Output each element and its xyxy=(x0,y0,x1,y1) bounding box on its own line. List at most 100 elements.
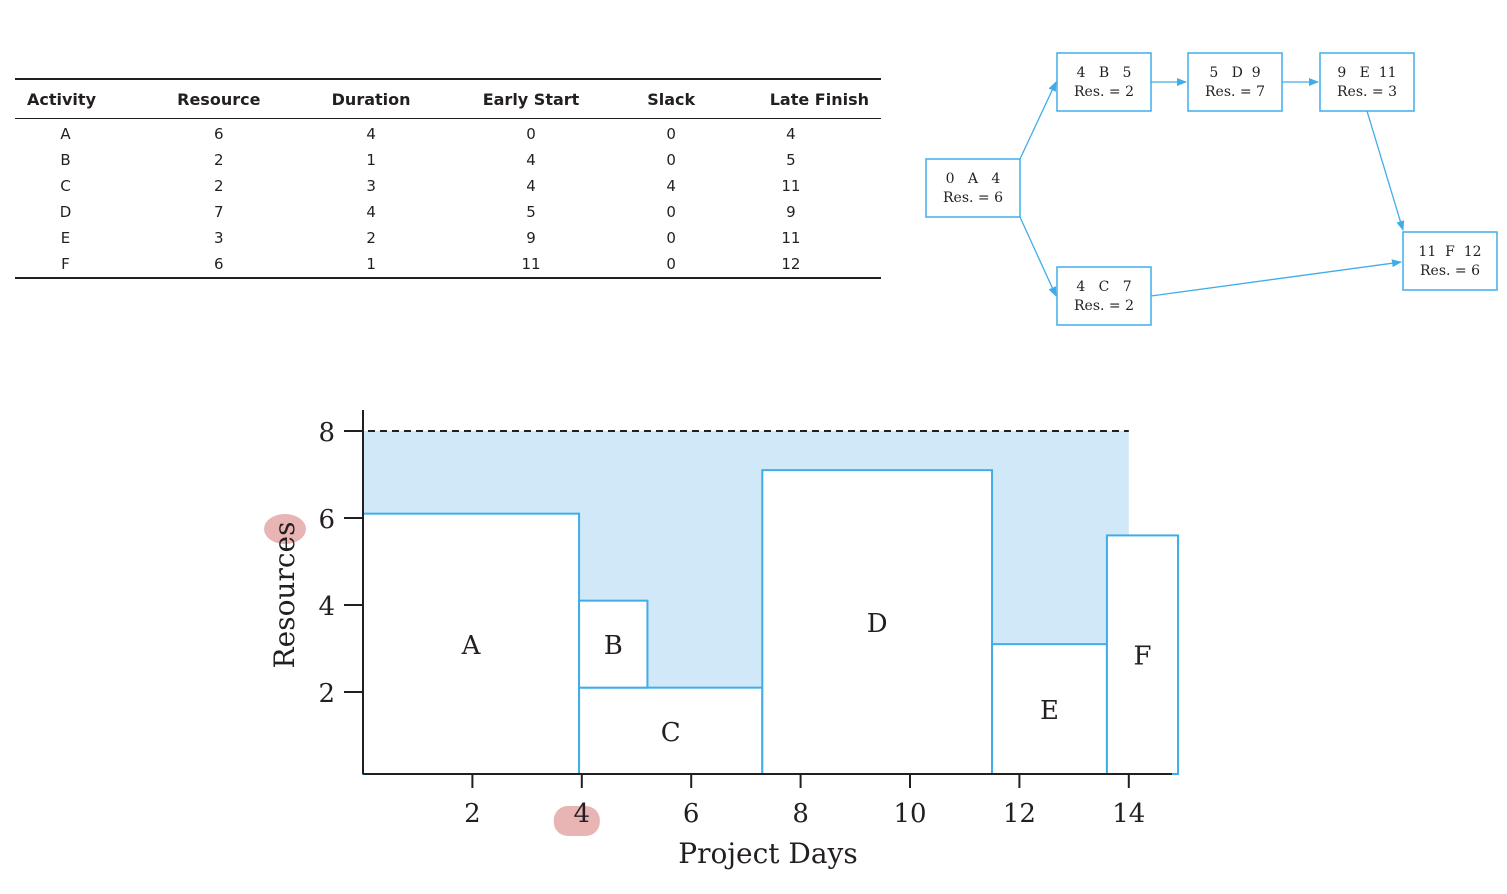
node-f: 11 F 12 Res. = 6 xyxy=(1402,231,1498,291)
y-ticks: 2 4 6 8 xyxy=(318,418,363,709)
cell-late-finish: 4 xyxy=(786,125,796,143)
cell-slack: 0 xyxy=(666,255,676,273)
node-box xyxy=(1056,266,1152,326)
block-rect xyxy=(1105,534,1180,776)
edge-a-to-c-arrow xyxy=(1019,216,1057,297)
node-e: 9 E 11 Res. = 3 xyxy=(1319,52,1415,112)
header-duration: Duration xyxy=(331,89,411,109)
x-tick-label: 2 xyxy=(464,799,481,829)
x-tick-label: 12 xyxy=(1003,799,1036,829)
node-box xyxy=(1056,52,1152,112)
node-resource-label: Res. = 2 xyxy=(1074,84,1134,100)
activity-block-d: D xyxy=(761,469,994,775)
block-rect xyxy=(991,643,1108,776)
node-box xyxy=(1402,231,1498,291)
cell-resource: 7 xyxy=(214,203,224,221)
cell-slack: 0 xyxy=(666,229,676,247)
block-label: F xyxy=(1133,642,1151,672)
block-rect xyxy=(761,469,994,775)
cell-early-start: 9 xyxy=(526,229,536,247)
cell-duration: 2 xyxy=(366,229,376,247)
cell-duration: 1 xyxy=(366,151,376,169)
cell-activity: B xyxy=(60,151,71,169)
header-slack: Slack xyxy=(647,89,696,109)
cell-late-finish: 11 xyxy=(781,177,801,195)
network-nodes: 0 A 4 Res. = 6 4 B 5 Res. = 2 4 C 7 Res. = 2 5… xyxy=(925,52,1498,326)
block-label: C xyxy=(661,718,681,748)
block-rect xyxy=(578,599,649,689)
cell-activity: D xyxy=(59,203,72,221)
node-times-label: 9 E 11 xyxy=(1337,65,1396,81)
highlight-marks xyxy=(264,514,600,836)
node-resource-label: Res. = 6 xyxy=(943,190,1003,206)
header-resource: Resource xyxy=(177,89,261,109)
cell-late-finish: 9 xyxy=(786,203,796,221)
cell-late-finish: 12 xyxy=(781,255,801,273)
cell-slack: 0 xyxy=(666,203,676,221)
node-times-label: 0 A 4 xyxy=(946,171,1001,187)
edge-c-to-f-arrow xyxy=(1150,259,1402,297)
x-tick-label: 6 xyxy=(683,799,700,829)
network-edges xyxy=(1019,78,1405,297)
node-a: 0 A 4 Res. = 6 xyxy=(925,158,1021,218)
activity-block-e: E xyxy=(991,643,1108,776)
chart-axes xyxy=(362,410,1172,775)
cell-slack: 0 xyxy=(666,125,676,143)
table-header: Activity Resource Duration Early Start S… xyxy=(15,79,881,119)
edge-e-to-f-arrow xyxy=(1366,110,1405,231)
cell-early-start: 4 xyxy=(526,177,536,195)
y-tick-label: 8 xyxy=(318,418,335,448)
activity-schedule-table: Activity Resource Duration Early Start S… xyxy=(15,78,881,279)
block-rect xyxy=(578,686,764,776)
node-box xyxy=(1319,52,1415,112)
cell-activity: F xyxy=(61,255,70,273)
activity-block-a: A xyxy=(362,512,581,776)
table-row: F 6 1 11 0 12 xyxy=(15,251,881,278)
x-axis-title: Project Days xyxy=(678,837,858,870)
node-times-label: 4 B 5 xyxy=(1077,65,1132,81)
cell-duration: 4 xyxy=(366,125,376,143)
cell-late-finish: 5 xyxy=(786,151,796,169)
y-tick-label: 4 xyxy=(318,592,335,622)
cell-activity: A xyxy=(60,125,71,143)
block-label: B xyxy=(604,631,623,661)
cell-resource: 6 xyxy=(214,125,224,143)
y-tick-highlight-mark xyxy=(264,514,306,544)
cell-slack: 4 xyxy=(666,177,676,195)
edge-a-to-b-arrow xyxy=(1019,81,1057,160)
block-label: A xyxy=(461,631,482,661)
cell-resource: 2 xyxy=(214,151,224,169)
cell-early-start: 0 xyxy=(526,125,536,143)
node-resource-label: Res. = 2 xyxy=(1074,298,1134,314)
node-times-label: 4 C 7 xyxy=(1076,279,1131,295)
table-row: D 7 4 5 0 9 xyxy=(15,199,881,225)
cell-early-start: 11 xyxy=(521,255,541,273)
block-label: D xyxy=(867,609,888,639)
node-resource-label: Res. = 3 xyxy=(1337,84,1397,100)
cell-late-finish: 11 xyxy=(781,229,801,247)
cell-early-start: 4 xyxy=(526,151,536,169)
table-row: A 6 4 0 0 4 xyxy=(15,119,881,148)
cell-duration: 1 xyxy=(366,255,376,273)
table-body: A 6 4 0 0 4 B 2 1 4 0 5 C 2 3 4 4 11 D 7 4 5 0 9 E 3 2 9 0 11 F 6 1 11 0 12 xyxy=(15,119,881,278)
header-early-start: Early Start xyxy=(482,89,580,109)
activity-block-f: F xyxy=(1105,534,1180,776)
table-row: B 2 1 4 0 5 xyxy=(15,147,881,173)
table-row: E 3 2 9 0 11 xyxy=(15,225,881,251)
x-tick-highlight-mark xyxy=(553,806,600,836)
y-tick-label: 2 xyxy=(318,679,335,709)
x-ticks: 2 4 6 8 10 12 14 xyxy=(464,774,1145,829)
node-times-label: 11 F 12 xyxy=(1418,244,1481,260)
cell-activity: C xyxy=(60,177,71,195)
activity-block-b: B xyxy=(578,599,649,689)
x-tick-label: 10 xyxy=(893,799,926,829)
node-resource-label: Res. = 6 xyxy=(1420,263,1480,279)
activity-network-diagram: 0 A 4 Res. = 6 4 B 5 Res. = 2 4 C 7 Res. = 2 5… xyxy=(925,52,1498,326)
y-tick-label: 6 xyxy=(318,505,335,535)
resource-loading-chart: A C B D E F 2 4 6 8 2 4 6 8 10 12 14 Project Days Reso… xyxy=(264,410,1180,870)
node-times-label: 5 D 9 xyxy=(1209,65,1260,81)
activity-block-c: C xyxy=(578,686,764,776)
activity-blocks: A C B D E F xyxy=(362,469,1180,776)
cell-duration: 4 xyxy=(366,203,376,221)
block-label: E xyxy=(1040,696,1059,726)
